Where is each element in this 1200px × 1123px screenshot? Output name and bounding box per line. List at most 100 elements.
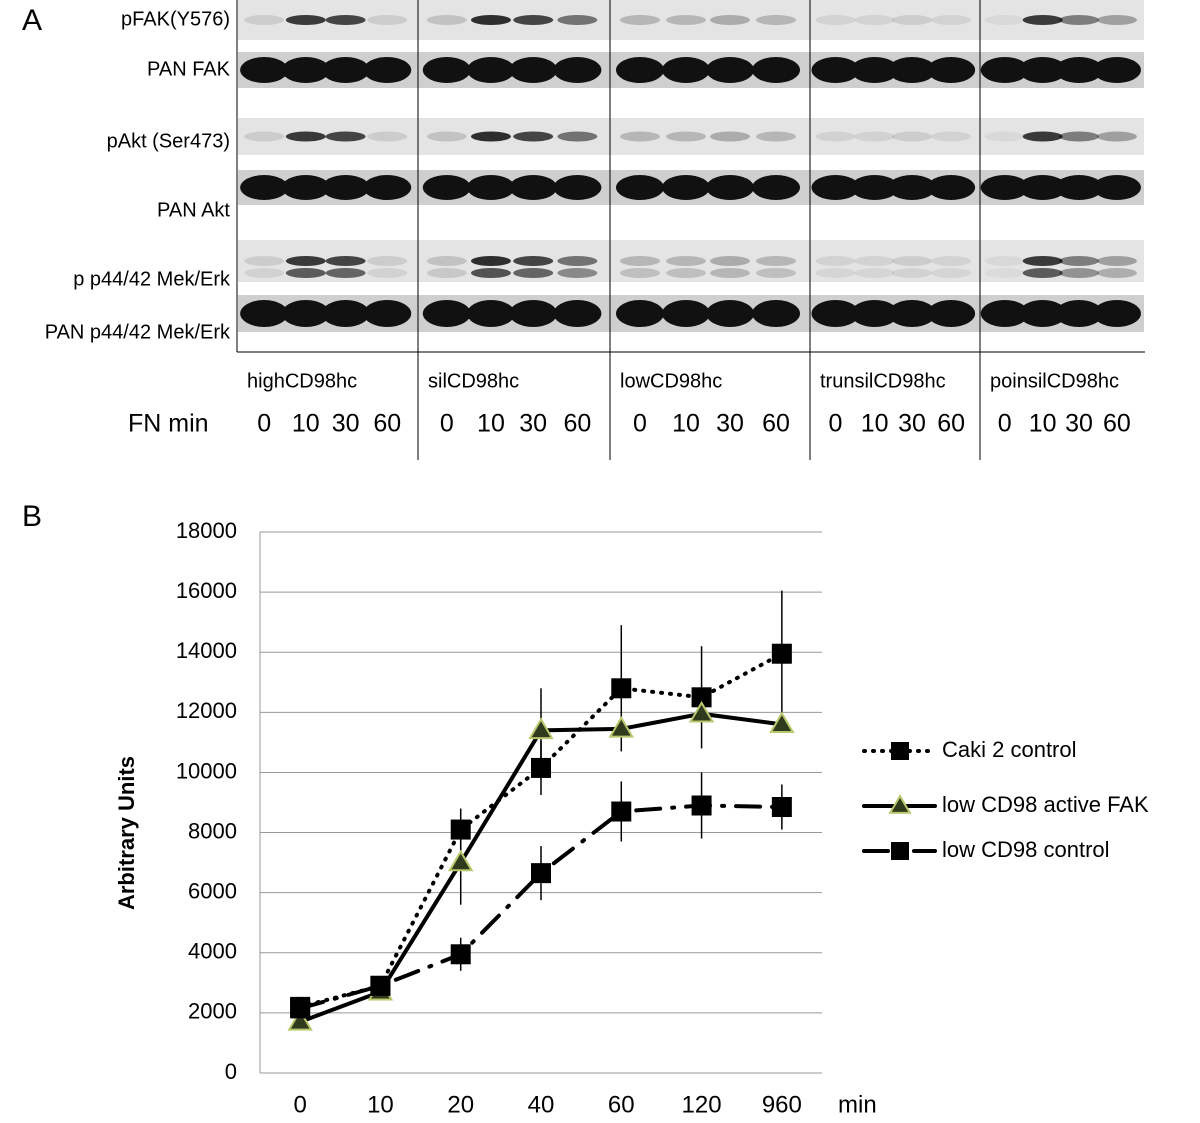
marker	[611, 801, 632, 822]
y-axis-label: Arbitrary Units	[114, 756, 139, 910]
x-tick-label: 10	[367, 1091, 394, 1118]
blot-band	[557, 256, 598, 266]
blot-band	[281, 175, 330, 200]
blot-band	[553, 300, 602, 327]
blot-band	[662, 175, 710, 200]
blot-band	[422, 175, 471, 200]
blot-band	[756, 256, 796, 266]
legend-label: low CD98 active FAK	[942, 792, 1149, 817]
blot-band	[984, 256, 1025, 266]
blot-band	[1018, 175, 1067, 200]
blot-band	[854, 256, 895, 266]
blot-band	[285, 131, 326, 142]
blot-band	[1059, 131, 1099, 142]
y-tick-label: 2000	[188, 999, 237, 1024]
time-value: 60	[762, 410, 790, 438]
blot-band	[620, 256, 660, 266]
blot-band	[1018, 300, 1067, 327]
blot-band	[620, 268, 660, 278]
blot-band	[426, 268, 467, 278]
time-value: 0	[440, 410, 454, 438]
blot-strip	[238, 0, 1144, 40]
blot-band	[888, 175, 936, 200]
blot-band	[422, 57, 471, 83]
blot-band	[620, 131, 660, 142]
time-value: 60	[937, 410, 965, 438]
blot-band	[325, 131, 366, 142]
blot-band	[513, 15, 554, 25]
blot-band	[470, 256, 511, 266]
time-value: 0	[633, 410, 647, 438]
blot-band	[509, 57, 558, 83]
panel-label: A	[22, 4, 42, 37]
time-value: 60	[563, 410, 591, 438]
blot-band	[931, 268, 972, 278]
blot-band	[980, 300, 1029, 327]
marker	[608, 715, 635, 738]
row-label: PAN p44/42 Mek/Erk	[45, 321, 231, 343]
y-tick-label: 8000	[188, 818, 237, 843]
time-value: 10	[861, 410, 889, 438]
blot-band	[281, 57, 330, 83]
time-label: FN min	[128, 410, 209, 438]
blot-band	[557, 131, 598, 142]
marker	[528, 717, 554, 740]
marker	[691, 687, 712, 708]
blot-band	[620, 15, 660, 25]
blot-band	[815, 256, 856, 266]
blot-band	[466, 300, 515, 327]
blot-band	[752, 300, 800, 327]
blot-band	[470, 131, 511, 142]
blot-band	[367, 15, 408, 25]
time-value: 10	[1029, 410, 1057, 438]
blot-band	[892, 256, 932, 266]
group-label: lowCD98hc	[620, 370, 722, 392]
blot-band	[815, 268, 856, 278]
blot-band	[1018, 57, 1067, 83]
blot-band	[854, 15, 895, 25]
blot-band	[1096, 131, 1137, 142]
x-tick-label: 120	[682, 1091, 722, 1118]
blot-band	[557, 268, 598, 278]
time-value: 30	[332, 410, 360, 438]
blot-band	[616, 300, 664, 327]
blot-band	[1096, 268, 1137, 278]
marker	[447, 849, 474, 872]
group-label: poinsilCD98hc	[990, 370, 1119, 392]
blot-band	[756, 268, 796, 278]
blot-band	[931, 15, 972, 25]
legend-marker	[888, 794, 912, 814]
blot-band	[325, 256, 366, 266]
x-tick-label: 40	[528, 1091, 555, 1118]
blot-band	[752, 57, 800, 83]
blot-band	[984, 131, 1025, 142]
blot-band	[244, 268, 285, 278]
blot-band	[513, 256, 554, 266]
blot-band	[509, 175, 558, 200]
blot-strip	[238, 240, 1144, 282]
blot-band	[1092, 57, 1141, 83]
blot-band	[662, 300, 710, 327]
y-tick-label: 4000	[188, 939, 237, 964]
blot-band	[815, 15, 856, 25]
x-tick-label: 60	[608, 1091, 635, 1118]
blot-band	[931, 131, 972, 142]
blot-band	[240, 57, 289, 83]
x-tick-label: 0	[293, 1091, 306, 1118]
blot-band	[710, 256, 750, 266]
blot-band	[756, 15, 796, 25]
time-value: 10	[477, 410, 505, 438]
blot-band	[616, 57, 664, 83]
time-value: 0	[998, 410, 1012, 438]
blot-band	[422, 300, 471, 327]
legend-marker	[891, 842, 909, 860]
blot-band	[321, 175, 370, 200]
blot-band	[927, 175, 976, 200]
marker	[771, 643, 792, 664]
blot-band	[1059, 256, 1099, 266]
marker	[290, 998, 311, 1019]
blot-band	[1022, 131, 1063, 142]
blot-band	[980, 175, 1029, 200]
marker	[450, 944, 471, 965]
blot-band	[892, 131, 932, 142]
